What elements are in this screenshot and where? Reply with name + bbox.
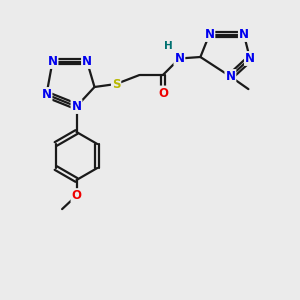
Text: N: N — [41, 88, 52, 101]
Text: N: N — [245, 52, 255, 65]
Text: O: O — [158, 86, 168, 100]
Text: N: N — [204, 28, 214, 41]
Text: S: S — [112, 77, 120, 91]
Text: N: N — [225, 70, 236, 83]
Text: N: N — [71, 100, 82, 113]
Text: H: H — [164, 41, 172, 51]
Text: O: O — [71, 189, 82, 202]
Text: N: N — [82, 55, 92, 68]
Text: N: N — [47, 55, 58, 68]
Text: N: N — [239, 28, 249, 41]
Text: N: N — [174, 52, 184, 65]
